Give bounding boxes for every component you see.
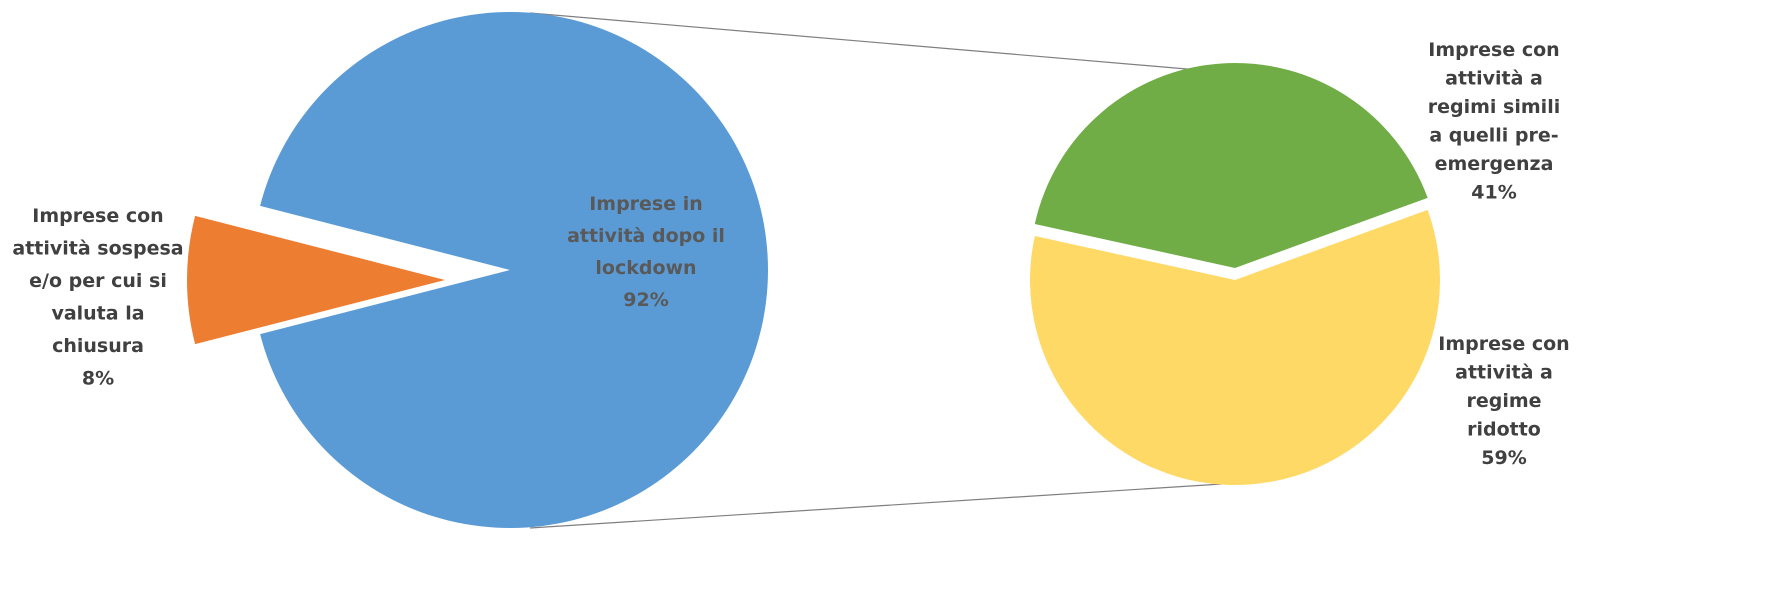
label-main-in-attivita: Imprese in attività dopo il lockdown 92% — [567, 193, 725, 311]
connector-line-bottom — [529, 483, 1223, 529]
slice-imprese-con-attivita-a-regime-ridotto — [1029, 209, 1440, 485]
label-main-sospesa: Imprese con attività sospesa e/o per cui s… — [12, 205, 183, 390]
slice-imprese-con-attivita-a-regimi-simili-a-q — [1034, 62, 1428, 268]
label-sub-regimi-simili: Imprese con attività a regimi simili a quel… — [1428, 39, 1560, 204]
slice-imprese-in-attivita-dopo-il-lockdown — [260, 12, 769, 529]
label-sub-regime-ridotto: Imprese con attività a regime ridotto 59% — [1438, 333, 1569, 469]
connector-line-top — [529, 12, 1223, 73]
slice-imprese-con-attivita-sospesa-e-o-per-cui — [187, 215, 446, 345]
data-labels: Imprese in attività dopo il lockdown 92% Imp… — [12, 39, 1569, 469]
secondary-pie — [1029, 62, 1440, 485]
main-pie — [187, 12, 769, 529]
connector-lines — [529, 12, 1223, 529]
